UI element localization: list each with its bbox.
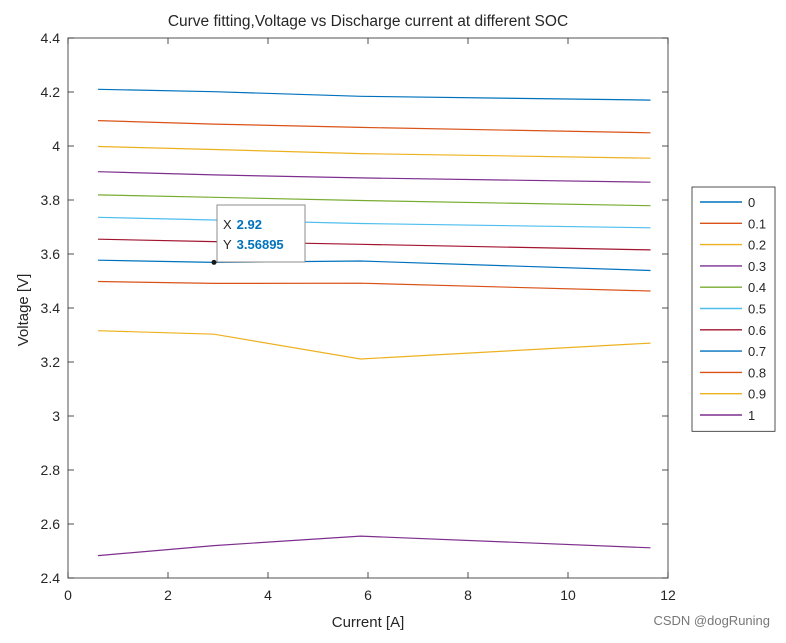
series-line-0-2[interactable] — [97, 145, 651, 159]
series-line-1[interactable] — [97, 535, 651, 557]
y-tick-label: 3 — [52, 408, 60, 424]
datatip-x-label: X — [223, 217, 232, 232]
datatip-x-value: 2.92 — [237, 217, 262, 232]
x-tick-label: 4 — [264, 587, 272, 603]
axes-box — [67, 37, 669, 579]
legend: 0 0.1 0.2 0.3 0.4 0.5 0.6 0.7 0.8 0.9 1 — [691, 186, 776, 432]
datatip-y-value: 3.56895 — [237, 237, 284, 252]
y-tick-label: 3.4 — [41, 300, 61, 316]
datatip-x-row: X 2.92 — [223, 217, 262, 232]
series-line-0-1[interactable] — [97, 120, 651, 134]
legend-entry[interactable]: 0.7 — [748, 344, 766, 359]
series-line-0-9[interactable] — [97, 330, 651, 360]
series-line-0-3[interactable] — [97, 171, 651, 183]
series-line-0[interactable] — [97, 88, 651, 101]
datatip-box — [216, 204, 306, 263]
legend-entry[interactable]: 0.9 — [748, 387, 766, 402]
y-tick-label: 2.6 — [41, 516, 61, 532]
y-tick-label: 2.4 — [41, 570, 61, 586]
x-tick-label: 8 — [464, 587, 472, 603]
datatip-y-row: Y 3.56895 — [223, 237, 284, 252]
y-tick-label: 3.6 — [41, 246, 61, 262]
y-tick-label: 3.8 — [41, 192, 61, 208]
y-axis-label: Voltage [V] — [15, 274, 32, 347]
datatip-marker[interactable] — [211, 259, 217, 265]
legend-entry[interactable]: 0 — [748, 195, 755, 210]
y-tick-label: 4.2 — [41, 84, 61, 100]
y-tick-label: 4.4 — [41, 30, 61, 46]
x-tick-label: 2 — [164, 587, 172, 603]
series-line-0-8[interactable] — [97, 280, 651, 292]
legend-entry[interactable]: 0.2 — [748, 238, 766, 253]
x-axis-label: Current [A] — [332, 614, 405, 631]
legend-entry[interactable]: 0.3 — [748, 259, 766, 274]
legend-entry[interactable]: 0.5 — [748, 302, 766, 317]
x-tick-label: 12 — [660, 587, 676, 603]
chart-title: Curve fitting,Voltage vs Discharge curre… — [168, 13, 568, 30]
x-tick-label: 6 — [364, 587, 372, 603]
watermark: CSDN @dogRuning — [653, 613, 770, 628]
legend-entry[interactable]: 0.8 — [748, 365, 766, 380]
legend-entry[interactable]: 0.1 — [748, 216, 766, 231]
y-tick-label: 3.2 — [41, 354, 61, 370]
datatip-y-label: Y — [223, 237, 232, 252]
y-tick-label: 4 — [52, 138, 60, 154]
legend-entry[interactable]: 0.6 — [748, 323, 766, 338]
plot-area: 0 2 4 6 8 10 12 2.4 2.6 2.8 3 3.2 3.4 3.6 3.8 4 4.2 4.4 X 2… — [41, 30, 676, 603]
series-line-0-4[interactable] — [97, 194, 651, 207]
legend-entry[interactable]: 1 — [748, 408, 755, 423]
x-tick-label: 10 — [560, 587, 576, 603]
x-tick-label: 0 — [64, 587, 72, 603]
y-tick-label: 2.8 — [41, 462, 61, 478]
legend-entry[interactable]: 0.4 — [748, 280, 766, 295]
